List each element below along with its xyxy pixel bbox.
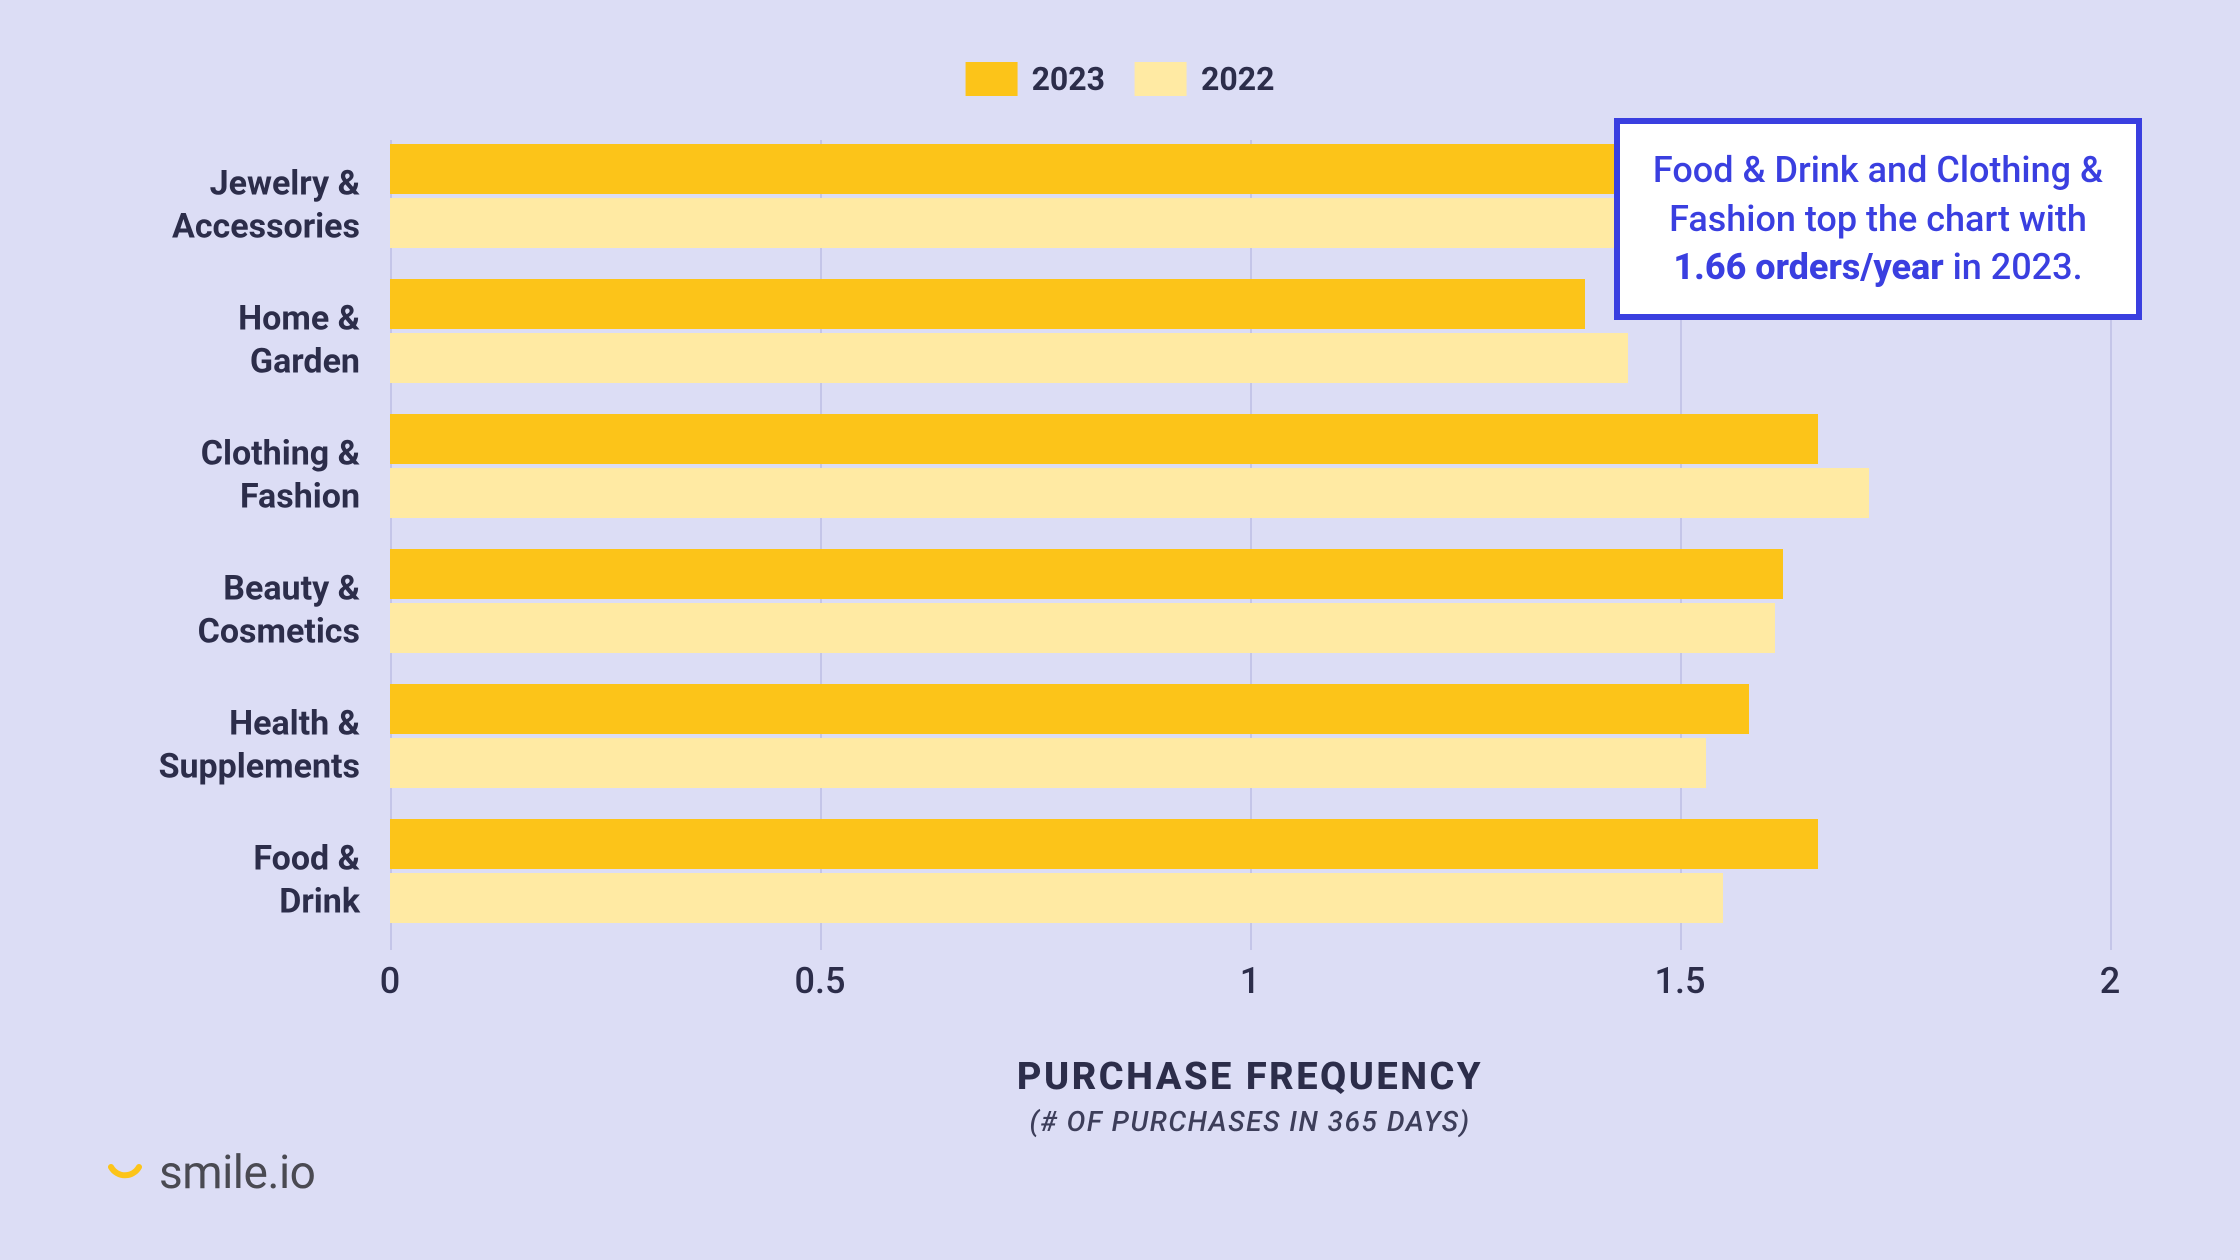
category-label: Beauty &Cosmetics [30, 568, 390, 653]
bar-2022 [390, 333, 1628, 383]
category-group: Beauty &Cosmetics [390, 545, 2110, 675]
x-tick: 0 [380, 960, 400, 1002]
callout-bold: 1.66 orders/year [1673, 246, 1943, 288]
bar-2023 [390, 414, 1818, 464]
legend-label-2022: 2022 [1201, 60, 1274, 98]
category-group: Health &Supplements [390, 680, 2110, 810]
x-tick: 1.5 [1655, 960, 1706, 1002]
category-label: Food &Drink [30, 838, 390, 923]
bar-2023 [390, 549, 1783, 599]
bar-2022 [390, 468, 1869, 518]
category-group: Clothing &Fashion [390, 410, 2110, 540]
bar-2022 [390, 603, 1775, 653]
bar-2023 [390, 279, 1585, 329]
callout-box: Food & Drink and Clothing & Fashion top … [1614, 118, 2142, 320]
legend-item-2023: 2023 [966, 60, 1105, 98]
category-label: Clothing &Fashion [30, 433, 390, 518]
bar-2022 [390, 738, 1706, 788]
x-tick: 1 [1240, 960, 1260, 1002]
brand-text: smile.io [159, 1146, 315, 1200]
callout-text-after: in 2023. [1944, 246, 2083, 288]
brand-logo: smile.io [105, 1146, 315, 1200]
smile-icon [105, 1153, 145, 1193]
legend-item-2022: 2022 [1135, 60, 1274, 98]
category-label: Jewelry &Accessories [30, 163, 390, 248]
bar-2023 [390, 819, 1818, 869]
bar-2022 [390, 873, 1723, 923]
legend-label-2023: 2023 [1032, 60, 1105, 98]
bar-2023 [390, 144, 1697, 194]
x-axis-sublabel: (# OF PURCHASES IN 365 DAYS) [390, 1105, 2110, 1138]
bar-2023 [390, 684, 1749, 734]
legend-swatch-2023 [966, 62, 1018, 96]
x-axis-label: PURCHASE FREQUENCY [390, 1055, 2110, 1099]
x-tick: 0.5 [795, 960, 846, 1002]
legend-swatch-2022 [1135, 62, 1187, 96]
callout-text-before: Food & Drink and Clothing & Fashion top … [1653, 149, 2103, 240]
category-label: Home &Garden [30, 298, 390, 383]
legend: 2023 2022 [966, 60, 1275, 98]
x-axis-label-block: PURCHASE FREQUENCY (# OF PURCHASES IN 36… [390, 1055, 2110, 1138]
bar-2022 [390, 198, 1706, 248]
category-group: Food &Drink [390, 815, 2110, 945]
x-axis: 00.511.52 [390, 960, 2110, 1010]
x-tick: 2 [2100, 960, 2120, 1002]
category-label: Health &Supplements [30, 703, 390, 788]
